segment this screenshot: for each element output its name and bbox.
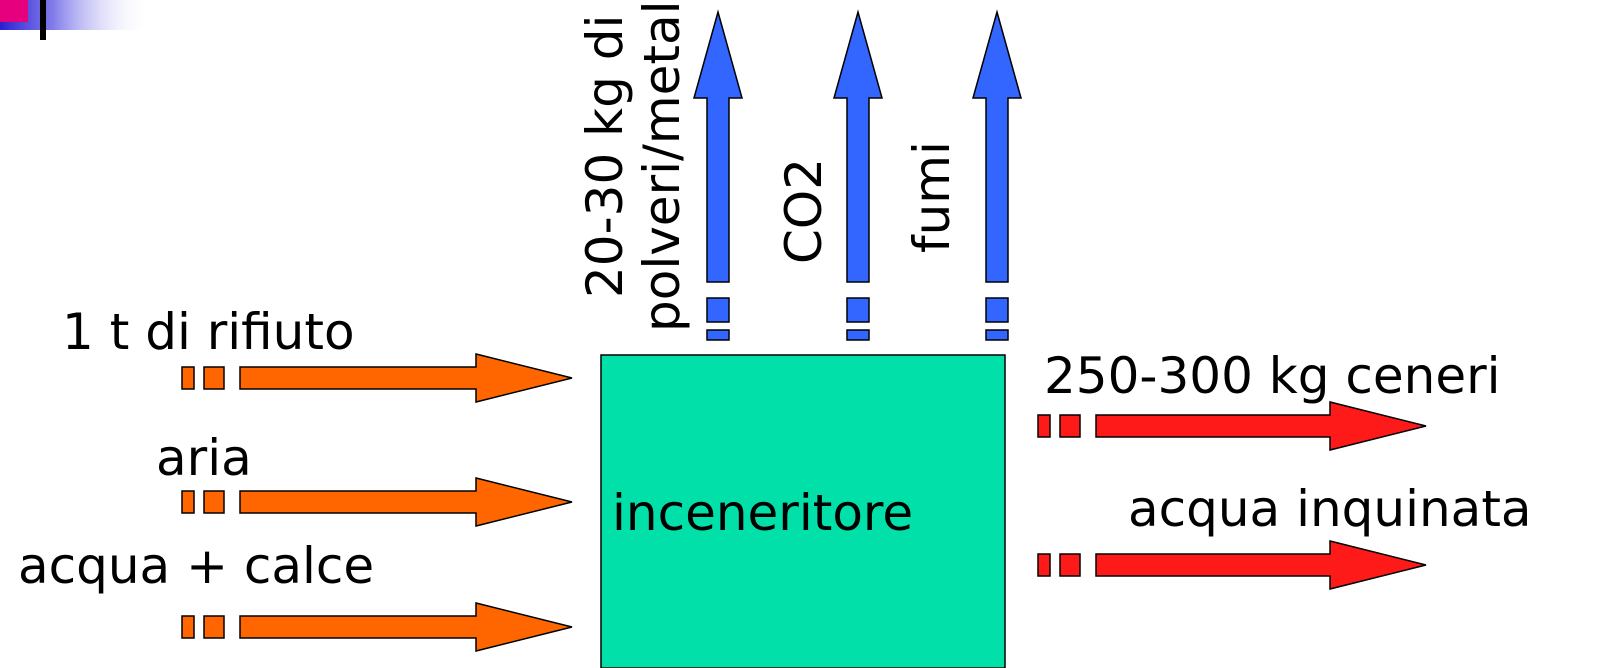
corner-decoration (0, 0, 150, 40)
emission-arrows (693, 9, 1022, 341)
output-arrow-polluted-water (1037, 540, 1427, 590)
process-label: inceneritore (612, 484, 914, 542)
input-arrow-waste (181, 353, 573, 403)
emission-arrow-smoke (972, 9, 1022, 341)
emission-label-dust-metals-line2: polveri/metalli (633, 0, 691, 332)
input-arrows (181, 353, 573, 652)
incinerator-box (600, 354, 1006, 668)
input-label-waste: 1 t di rifiuto (62, 303, 355, 361)
input-arrow-water-lime (181, 602, 573, 652)
output-arrow-ash (1037, 401, 1427, 451)
corner-stem (40, 0, 46, 40)
output-label-ash: 250-300 kg ceneri (1044, 347, 1501, 405)
input-label-water-lime: acqua + calce (18, 537, 375, 595)
output-arrows (1037, 401, 1427, 590)
input-arrow-air (181, 477, 573, 527)
emission-arrow-co2 (833, 9, 883, 341)
emission-label-co2: CO2 (775, 157, 833, 264)
corner-square (0, 0, 28, 22)
emission-arrow-dust-metals (693, 9, 743, 341)
emission-label-smoke: fumi (903, 141, 961, 253)
input-label-air: aria (156, 429, 252, 487)
output-label-polluted-water: acqua inquinata (1128, 480, 1532, 538)
emission-label-dust-metals-line1: 20-30 kg di (576, 14, 634, 298)
